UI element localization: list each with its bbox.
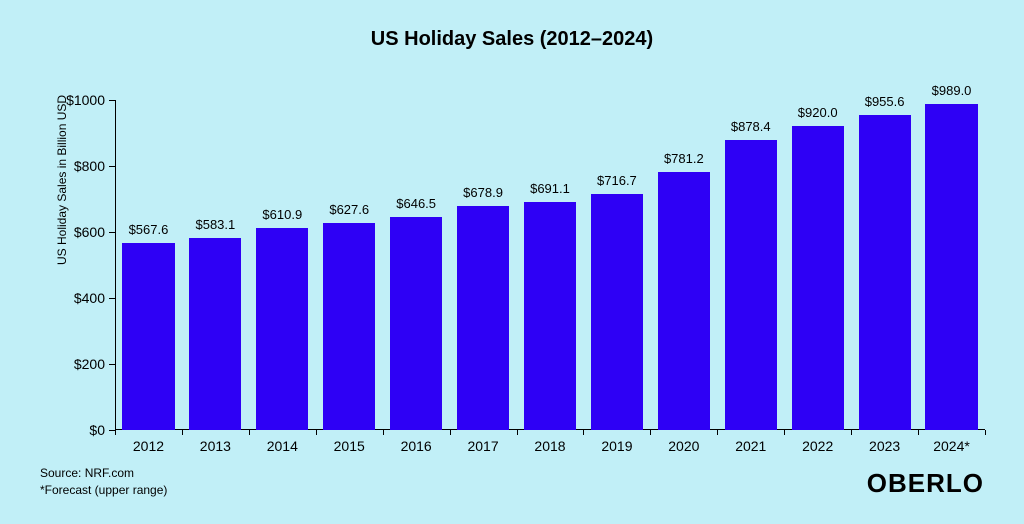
x-tick-label: 2017 [467, 438, 498, 454]
bar-value-label: $781.2 [664, 151, 704, 166]
x-tick [383, 430, 384, 435]
bar: $716.7 [591, 194, 643, 431]
x-tick [316, 430, 317, 435]
x-tick [517, 430, 518, 435]
y-tick-label: $800 [74, 158, 105, 174]
y-tick [109, 166, 115, 167]
x-tick [985, 430, 986, 435]
brand-logo: OBERLO [867, 468, 984, 499]
bar: $955.6 [859, 115, 911, 430]
x-tick-label: 2014 [267, 438, 298, 454]
y-tick [109, 232, 115, 233]
bar-value-label: $678.9 [463, 185, 503, 200]
forecast-note: *Forecast (upper range) [40, 482, 167, 499]
x-tick-label: 2016 [401, 438, 432, 454]
x-tick [784, 430, 785, 435]
y-tick-label: $400 [74, 290, 105, 306]
bar-value-label: $716.7 [597, 173, 637, 188]
y-tick-label: $200 [74, 356, 105, 372]
x-tick-label: 2022 [802, 438, 833, 454]
x-tick-label: 2013 [200, 438, 231, 454]
bar-value-label: $878.4 [731, 119, 771, 134]
bar-value-label: $691.1 [530, 181, 570, 196]
x-tick-label: 2024* [933, 438, 970, 454]
bar: $989.0 [925, 104, 977, 430]
y-tick-label: $0 [89, 422, 105, 438]
x-tick [851, 430, 852, 435]
bar-value-label: $955.6 [865, 94, 905, 109]
x-tick-label: 2023 [869, 438, 900, 454]
x-tick [717, 430, 718, 435]
bar-value-label: $583.1 [195, 217, 235, 232]
x-tick-label: 2018 [534, 438, 565, 454]
bar: $691.1 [524, 202, 576, 430]
bar: $878.4 [725, 140, 777, 430]
bar-value-label: $646.5 [396, 196, 436, 211]
x-tick-label: 2021 [735, 438, 766, 454]
source-text: Source: NRF.com [40, 465, 167, 482]
x-tick-label: 2019 [601, 438, 632, 454]
bar: $567.6 [122, 243, 174, 430]
x-tick [650, 430, 651, 435]
chart-plot-area: $0$200$400$600$800$1000$567.62012$583.12… [115, 100, 985, 430]
bar: $781.2 [658, 172, 710, 430]
bar: $646.5 [390, 217, 442, 430]
x-tick [583, 430, 584, 435]
bar-value-label: $610.9 [262, 207, 302, 222]
chart-title: US Holiday Sales (2012–2024) [0, 28, 1024, 51]
bar: $920.0 [792, 126, 844, 430]
x-tick-label: 2015 [334, 438, 365, 454]
x-tick [918, 430, 919, 435]
y-axis-line [115, 100, 116, 430]
y-axis-label: US Holiday Sales in Billion USD [55, 95, 69, 265]
bar-value-label: $920.0 [798, 105, 838, 120]
bar: $627.6 [323, 223, 375, 430]
y-tick-label: $600 [74, 224, 105, 240]
x-tick-label: 2012 [133, 438, 164, 454]
x-tick [450, 430, 451, 435]
chart-footer: Source: NRF.com *Forecast (upper range) [40, 465, 167, 499]
bar-value-label: $989.0 [932, 83, 972, 98]
bar-value-label: $567.6 [129, 222, 169, 237]
bar: $678.9 [457, 206, 509, 430]
x-tick [249, 430, 250, 435]
x-tick-label: 2020 [668, 438, 699, 454]
x-tick [115, 430, 116, 435]
bar: $583.1 [189, 238, 241, 430]
bar-value-label: $627.6 [329, 202, 369, 217]
y-tick [109, 100, 115, 101]
y-tick [109, 364, 115, 365]
y-tick [109, 298, 115, 299]
y-tick-label: $1000 [66, 92, 105, 108]
bar: $610.9 [256, 228, 308, 430]
x-tick [182, 430, 183, 435]
